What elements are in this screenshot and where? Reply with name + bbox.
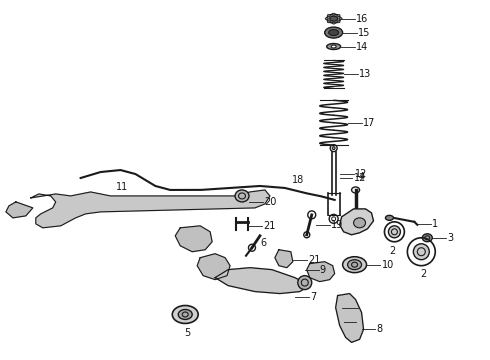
Polygon shape [215,268,310,293]
Text: 6: 6 [260,238,266,248]
Text: 4: 4 [359,172,365,182]
Text: 21: 21 [308,255,320,265]
Ellipse shape [330,16,338,21]
Text: 14: 14 [356,41,368,51]
Ellipse shape [339,18,342,20]
Ellipse shape [327,14,341,23]
Polygon shape [197,254,230,280]
Ellipse shape [172,306,198,323]
Ellipse shape [343,257,367,273]
Polygon shape [275,250,293,268]
Polygon shape [6,202,33,218]
Text: 17: 17 [363,118,375,128]
Ellipse shape [327,44,341,50]
Text: 5: 5 [184,328,190,338]
Polygon shape [336,293,364,342]
Text: 12: 12 [355,168,367,179]
Text: 21: 21 [263,221,275,231]
Text: 11: 11 [116,182,128,192]
Text: 19: 19 [331,220,343,230]
Text: 13: 13 [359,69,371,80]
Ellipse shape [389,226,400,238]
Text: 12: 12 [354,173,366,183]
Ellipse shape [332,22,335,24]
Text: 2: 2 [389,246,395,256]
Polygon shape [31,190,270,228]
Text: 2: 2 [420,269,426,279]
Ellipse shape [337,21,340,23]
Ellipse shape [331,45,336,48]
Text: 20: 20 [264,197,276,207]
Text: 18: 18 [292,175,304,185]
Ellipse shape [347,260,362,270]
Ellipse shape [298,276,312,289]
Ellipse shape [329,30,339,36]
Text: 1: 1 [432,219,439,229]
Text: 9: 9 [319,265,326,275]
Ellipse shape [325,27,343,38]
Ellipse shape [337,14,340,17]
Text: 7: 7 [310,292,316,302]
Ellipse shape [235,190,249,202]
Ellipse shape [325,18,328,20]
Ellipse shape [386,215,393,220]
Text: 8: 8 [376,324,383,334]
Ellipse shape [422,234,432,242]
Polygon shape [307,262,335,282]
Ellipse shape [332,13,335,15]
Text: 10: 10 [382,260,394,270]
Polygon shape [340,209,373,235]
Ellipse shape [414,244,429,260]
Text: 15: 15 [358,28,370,37]
Polygon shape [175,226,212,252]
Ellipse shape [354,218,366,228]
Ellipse shape [327,14,330,17]
Ellipse shape [332,147,335,150]
Text: 3: 3 [447,233,453,243]
Ellipse shape [178,310,192,319]
Ellipse shape [327,21,330,23]
Text: 16: 16 [356,14,368,24]
